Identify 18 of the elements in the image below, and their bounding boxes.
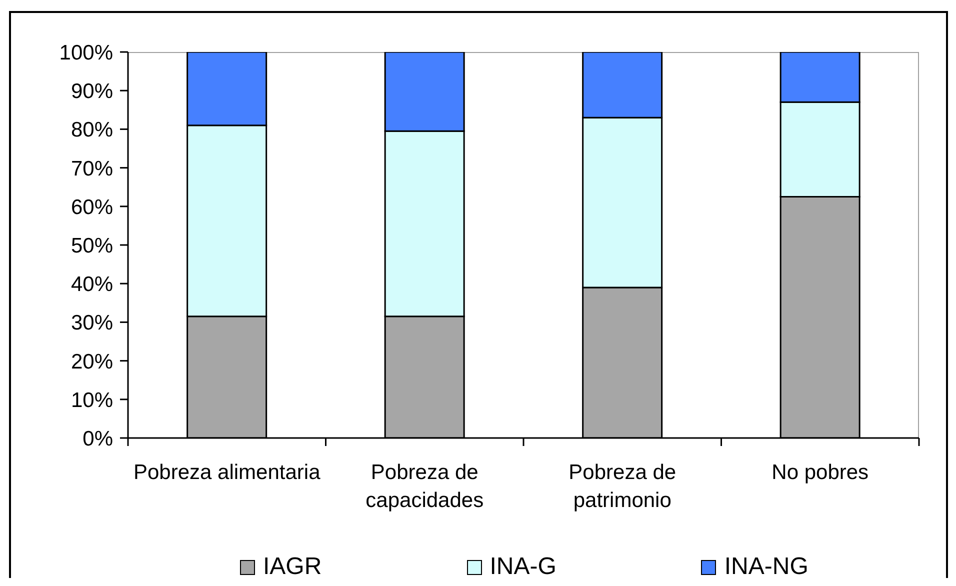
- y-tick-label: 20%: [70, 350, 113, 374]
- x-tick-label: No pobres: [772, 461, 869, 484]
- y-tick-label: 40%: [70, 273, 113, 296]
- y-tick-label: 60%: [70, 196, 113, 219]
- y-tick-label: 10%: [70, 388, 113, 412]
- x-tick-label: Pobreza de patrimonio: [568, 461, 676, 512]
- y-tick-label: 0%: [82, 427, 113, 450]
- legend-label: INA-G: [490, 553, 556, 581]
- y-tick-label: 80%: [70, 118, 113, 142]
- x-tick-label: Pobreza alimentaria: [133, 461, 321, 484]
- y-tick-label: 30%: [70, 312, 113, 335]
- y-tick-label: 90%: [70, 80, 113, 104]
- y-tick-label: 70%: [70, 157, 113, 180]
- y-tick-label: 50%: [70, 234, 113, 258]
- legend-label: IAGR: [263, 553, 322, 581]
- y-tick-label: 100%: [59, 41, 113, 64]
- x-tick-label: Pobreza de capacidades: [366, 461, 484, 512]
- legend-label: INA-NG: [724, 553, 808, 581]
